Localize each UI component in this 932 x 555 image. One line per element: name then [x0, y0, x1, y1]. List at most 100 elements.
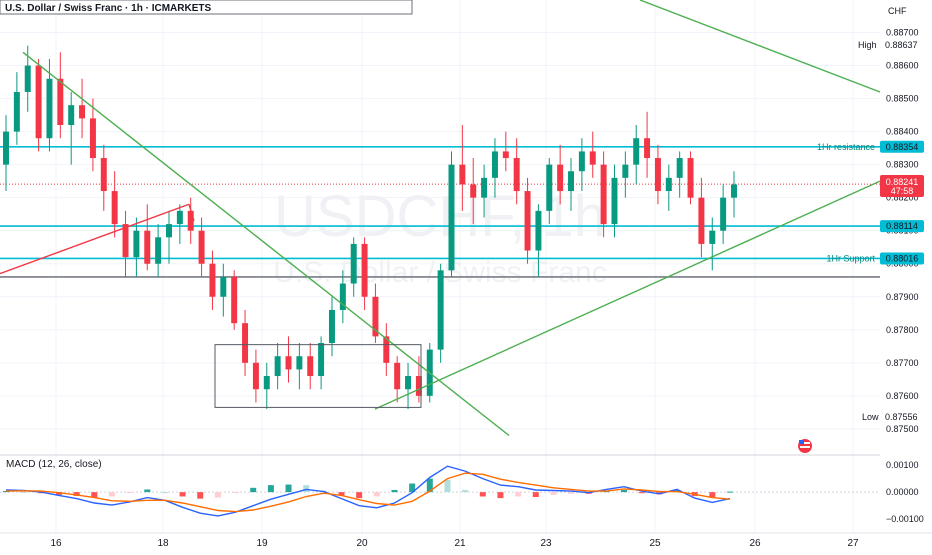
candle-body [687, 158, 694, 198]
trendline-red[interactable] [0, 203, 190, 275]
macd-histogram-bar [515, 492, 522, 497]
macd-tick-label: 0.00100 [886, 460, 919, 470]
macd-histogram-bar [356, 492, 363, 499]
drawings[interactable] [0, 0, 881, 437]
flag-canton [799, 440, 804, 444]
current-price-tag[interactable]: 0.88241 47:58 [880, 175, 924, 197]
macd-histogram-bar [462, 489, 469, 493]
trendline-red-tail[interactable] [188, 204, 195, 221]
low-label: Low [862, 412, 879, 422]
time-tick-label: 18 [157, 538, 169, 549]
macd-histogram-bar [497, 492, 504, 499]
candle-body [665, 177, 672, 192]
current-price-box [880, 175, 924, 197]
candle-body [622, 164, 629, 178]
candle-body [100, 158, 107, 192]
time-tick-label: 21 [454, 538, 466, 549]
candle-body [350, 243, 357, 284]
macd-histogram-bar [479, 492, 486, 497]
price-tick-label: 0.88700 [886, 28, 919, 38]
low-value-box [880, 411, 928, 423]
candle-body [437, 270, 444, 350]
level-value-box [880, 252, 924, 265]
macd-histogram-bar [532, 492, 539, 498]
candle-body [307, 356, 314, 377]
candle-body [557, 164, 564, 192]
candle-body [220, 276, 227, 297]
macd-histogram-bar [179, 492, 186, 497]
high-value: 0.88637 [885, 40, 918, 50]
candle-body [720, 197, 727, 231]
high-label: High [858, 40, 877, 50]
candle-body [633, 138, 640, 165]
candle-body [122, 224, 129, 258]
candle-body [285, 356, 292, 370]
macd-histogram-bar [409, 483, 416, 493]
time-axis[interactable]: 16 18 19 20 21 23 25 26 27 [0, 532, 932, 549]
macd-histogram-bar [568, 492, 575, 494]
candle-body [89, 118, 96, 159]
candle-body [568, 171, 575, 192]
time-tick-label: 26 [749, 538, 761, 549]
candle-body [176, 210, 183, 225]
high-marker: High 0.88637 [855, 39, 928, 51]
candle-body [731, 184, 737, 198]
macd-histogram-bar [285, 484, 292, 493]
macd-tick-label: 0.00000 [886, 487, 919, 497]
candle-body [415, 376, 422, 396]
candle-body [578, 151, 585, 172]
candle-body [383, 336, 390, 363]
candle-body [3, 131, 9, 165]
candle-body [654, 158, 661, 192]
level-value-box [880, 220, 924, 233]
candle-body [481, 177, 488, 198]
trendline-upper[interactable] [639, 0, 881, 93]
time-tick-label: 25 [649, 538, 661, 549]
trendline-descending[interactable] [22, 51, 510, 437]
macd-tick-label: −0.00100 [886, 514, 924, 524]
level-name-label: 1Hr Support [826, 253, 875, 263]
macd-histogram-bar [73, 492, 80, 496]
economic-calendar-flag[interactable] [798, 439, 812, 453]
macd-histogram-bar [267, 485, 274, 493]
price-tick-label: 0.87900 [886, 292, 919, 302]
candle-body [79, 105, 86, 119]
macd-histogram-bar [55, 492, 62, 495]
candle-body [318, 343, 325, 377]
candle-body [676, 158, 683, 178]
price-tick-label: 0.88400 [886, 127, 919, 137]
candle-body [144, 230, 151, 264]
candle-body [155, 237, 162, 264]
level-name-label: 1Hr resistance [817, 142, 875, 152]
candle-body [644, 138, 651, 159]
watermark-symbol: USDCHF, 1h [274, 184, 606, 249]
trendline-ascending[interactable] [374, 180, 881, 410]
candle-body [470, 184, 477, 198]
candle-body [448, 164, 455, 271]
macd-histogram-bar [391, 489, 398, 493]
candle-body [133, 230, 140, 258]
high-value-box [880, 39, 928, 51]
candle-body [252, 362, 259, 390]
low-value: 0.87556 [885, 412, 918, 422]
candle-body [57, 78, 64, 125]
symbol-legend-box[interactable] [0, 0, 413, 15]
candle-body [491, 151, 498, 178]
candle-body [394, 362, 401, 390]
candle-body [513, 158, 520, 192]
candle-body [502, 151, 509, 159]
candle-body [709, 230, 716, 244]
level-value-label: 0.88114 [886, 221, 918, 231]
candle-body [524, 191, 531, 251]
macd-histogram-bar [727, 491, 733, 493]
low-label-box [858, 411, 881, 423]
level-tags: 1Hr resistance 0.88354 0.88114 1Hr Support 0… [817, 140, 924, 265]
macd-signal-line [5, 472, 731, 513]
macd-histogram-bar [426, 478, 433, 493]
price-tick-label: 0.87500 [886, 424, 919, 434]
macd-histogram-bar [126, 492, 133, 494]
consolidation-box[interactable] [214, 344, 422, 408]
